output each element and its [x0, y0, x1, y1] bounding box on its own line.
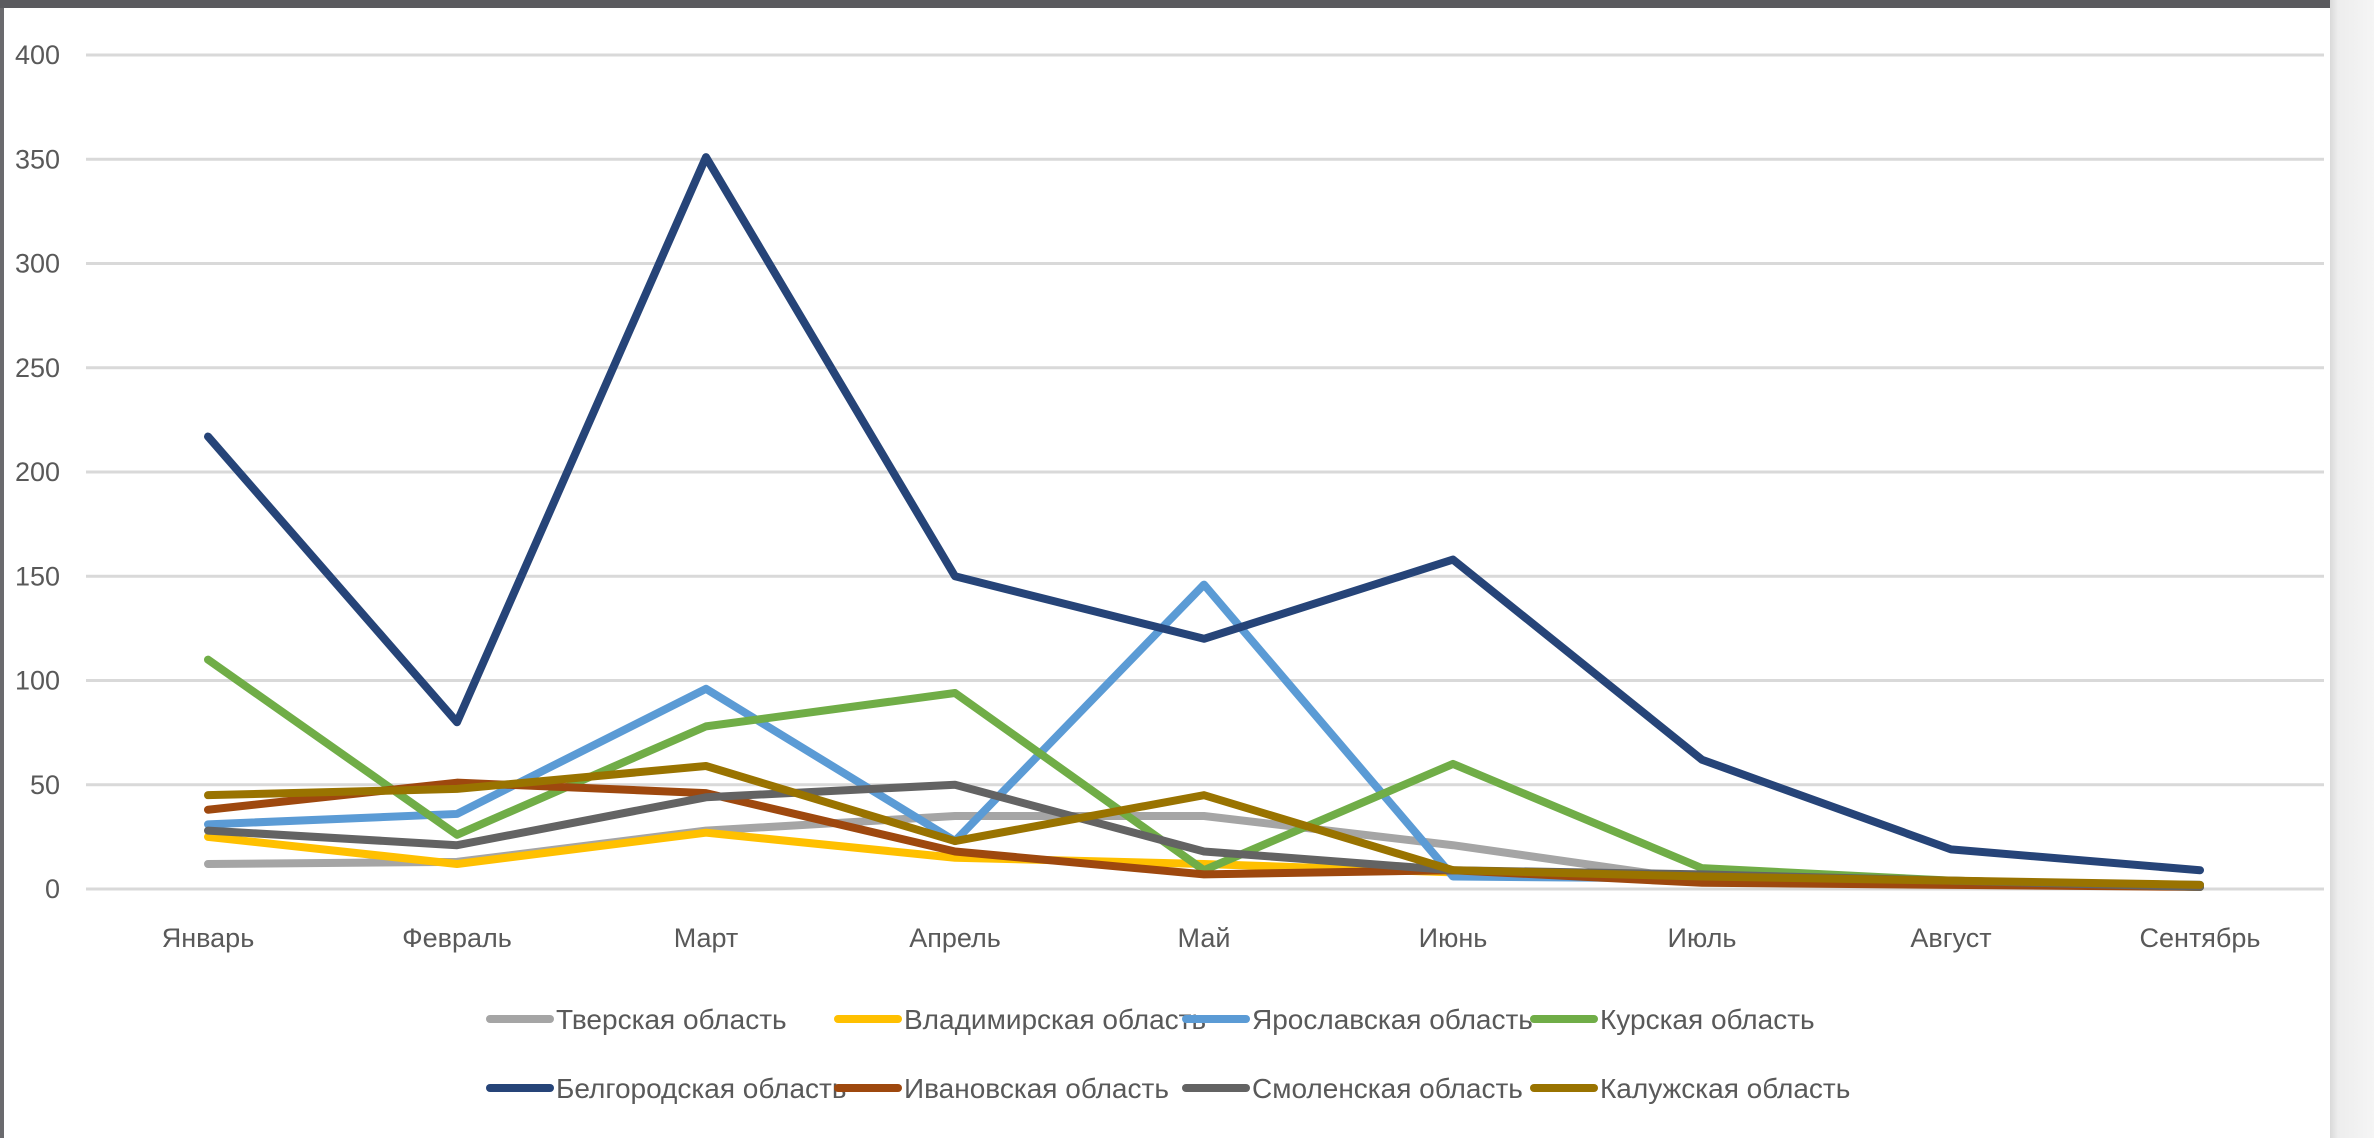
series-line — [204, 580, 2204, 889]
legend-label: Ярославская область — [1252, 1004, 1533, 1035]
x-tick-label: Январь — [162, 923, 255, 953]
y-tick-label: 100 — [15, 666, 60, 696]
legend-label: Тверская область — [556, 1004, 787, 1035]
window-top-edge — [0, 0, 2374, 8]
legend-label: Смоленская область — [1252, 1073, 1523, 1104]
legend-label: Ивановская область — [904, 1073, 1169, 1104]
legend-item: Курская область — [1530, 1004, 1815, 1035]
x-tick-label: Февраль — [402, 923, 512, 953]
legend-item: Тверская область — [486, 1004, 787, 1035]
y-tick-label: 250 — [15, 353, 60, 383]
y-tick-label: 200 — [15, 457, 60, 487]
y-tick-label: 50 — [30, 770, 60, 800]
x-tick-label: Апрель — [909, 923, 1001, 953]
x-axis-tick-labels: Январь Февраль Март Апрель Май Июнь Июль Август… — [162, 923, 2261, 953]
x-tick-label: Июль — [1668, 923, 1737, 953]
legend-item: Ярославская область — [1182, 1004, 1533, 1035]
series-line — [204, 778, 2204, 891]
series-line — [204, 153, 2204, 875]
gridlines — [86, 53, 2324, 891]
legend-item: Владимирская область — [834, 1004, 1206, 1035]
y-tick-label: 300 — [15, 249, 60, 279]
legend-item: Ивановская область — [834, 1073, 1169, 1104]
legend: Тверская область Владимирская область Ярос… — [486, 1004, 1850, 1104]
legend-item: Белгородская область — [486, 1073, 846, 1104]
y-tick-label: 400 — [15, 40, 60, 70]
y-axis-tick-labels: 0 50 100 150 200 250 300 350 400 — [15, 40, 60, 904]
window-right-edge — [2330, 0, 2374, 1138]
y-tick-label: 0 — [45, 874, 60, 904]
legend-label: Владимирская область — [904, 1004, 1206, 1035]
x-tick-label: Май — [1178, 923, 1231, 953]
series-line — [204, 761, 2204, 889]
y-tick-label: 350 — [15, 144, 60, 174]
legend-item: Калужская область — [1530, 1073, 1850, 1104]
x-tick-label: Август — [1910, 923, 1991, 953]
legend-label: Калужская область — [1600, 1073, 1850, 1104]
legend-label: Белгородская область — [556, 1073, 846, 1104]
x-tick-label: Июнь — [1419, 923, 1488, 953]
window-left-edge — [0, 0, 4, 1138]
legend-item: Смоленская область — [1182, 1073, 1523, 1104]
x-tick-label: Сентябрь — [2140, 923, 2261, 953]
series-lines — [204, 153, 2204, 891]
y-tick-label: 150 — [15, 561, 60, 591]
x-tick-label: Март — [674, 923, 739, 953]
legend-label: Курская область — [1600, 1004, 1815, 1035]
